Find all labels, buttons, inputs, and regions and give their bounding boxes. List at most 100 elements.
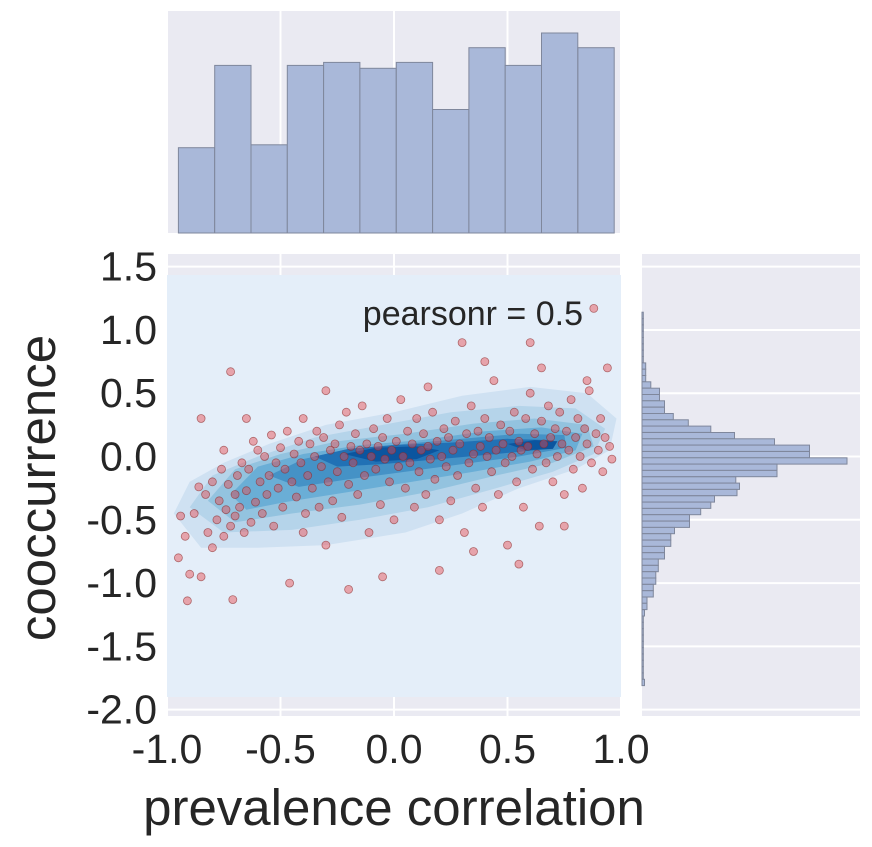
- scatter-point: [219, 531, 229, 541]
- scatter-point: [219, 445, 229, 455]
- right-histogram-bar: [641, 640, 644, 649]
- scatter-point: [369, 424, 379, 434]
- scatter-point: [582, 376, 592, 386]
- scatter-point: [582, 439, 592, 449]
- scatter-point: [516, 445, 526, 455]
- right-histogram-bar: [641, 406, 665, 415]
- right-histogram-bar: [641, 564, 659, 573]
- scatter-point: [430, 474, 440, 484]
- scatter-point: [237, 458, 247, 468]
- scatter-point: [230, 511, 240, 521]
- scatter-point: [266, 430, 276, 440]
- scatter-point: [457, 338, 467, 348]
- scatter-point: [423, 441, 433, 451]
- scatter-point: [344, 585, 354, 594]
- right-histogram-bar: [641, 482, 740, 490]
- scatter-point: [432, 436, 442, 446]
- right-histogram-bar: [641, 394, 660, 402]
- right-histogram-bar: [641, 571, 657, 579]
- right-histogram-bar: [641, 425, 712, 433]
- top-histogram-bar: [432, 109, 470, 234]
- scatter-point: [353, 490, 363, 499]
- right-histogram-bar: [641, 495, 715, 503]
- right-histogram-bar: [641, 634, 644, 642]
- scatter-point: [416, 445, 426, 455]
- scatter-point: [232, 471, 242, 480]
- scatter-point: [239, 528, 249, 537]
- scatter-point: [176, 511, 186, 521]
- scatter-point: [480, 357, 490, 367]
- y-tick-label: -2.0: [86, 687, 157, 733]
- scatter-point: [373, 441, 383, 451]
- scatter-point: [201, 490, 211, 499]
- scatter-point: [568, 464, 578, 474]
- scatter-point: [203, 528, 213, 537]
- scatter-point: [573, 414, 583, 423]
- scatter-point: [489, 376, 499, 386]
- scatter-point: [478, 502, 487, 512]
- scatter-point: [423, 382, 433, 392]
- scatter-point: [462, 429, 472, 439]
- right-histogram-bar: [641, 349, 644, 358]
- scatter-point: [562, 426, 571, 436]
- right-histogram-bar: [641, 577, 657, 585]
- scatter-point: [537, 416, 546, 426]
- right-histogram-bar: [641, 387, 660, 396]
- right-histogram-bar: [641, 356, 644, 364]
- top-histogram-bar: [395, 61, 434, 234]
- scatter-point: [487, 467, 497, 477]
- scatter-point: [464, 458, 474, 468]
- pearsonr-annotation: pearsonr = 0.5: [363, 295, 583, 333]
- scatter-point: [471, 483, 481, 493]
- scatter-point: [514, 559, 524, 569]
- x-tick-label: -0.5: [245, 726, 316, 772]
- scatter-point: [473, 426, 483, 436]
- scatter-point: [398, 452, 408, 461]
- top-histogram-bar: [214, 64, 252, 234]
- right-histogram-bar: [641, 545, 665, 554]
- scatter-point: [355, 445, 365, 455]
- right-histogram-bar: [641, 457, 848, 465]
- right-histogram-bar: [641, 463, 778, 471]
- scatter-point: [339, 452, 349, 461]
- scatter-point: [575, 452, 585, 461]
- scatter-point: [173, 553, 183, 563]
- scatter-point: [332, 467, 342, 477]
- scatter-point: [396, 395, 406, 405]
- scatter-point: [278, 502, 288, 512]
- scatter-point: [400, 483, 410, 493]
- scatter-point: [484, 433, 494, 442]
- scatter-point: [593, 445, 603, 455]
- scatter-point: [425, 454, 435, 464]
- scatter-point: [578, 483, 587, 493]
- scatter-point: [523, 441, 533, 451]
- scatter-point: [419, 429, 428, 439]
- right-histogram-bar: [641, 476, 737, 484]
- scatter-point: [493, 490, 503, 499]
- scatter-point: [591, 429, 601, 439]
- right-histogram-bar: [641, 381, 652, 389]
- top-histogram-bars: [177, 32, 615, 234]
- top-histogram-bar: [541, 32, 579, 234]
- scatter-point: [505, 426, 515, 436]
- scatter-point: [378, 433, 388, 442]
- right-histogram-bar: [641, 432, 735, 440]
- scatter-point: [269, 521, 279, 531]
- y-tick-label: -0.5: [86, 497, 157, 543]
- scatter-point: [600, 433, 610, 442]
- y-tick-label: -1.0: [86, 560, 157, 606]
- scatter-point: [391, 436, 401, 446]
- scatter-point: [553, 452, 562, 461]
- scatter-point: [596, 414, 605, 423]
- scatter-point: [603, 363, 612, 373]
- top-histogram-bar: [359, 67, 397, 234]
- right-histogram-bar: [641, 375, 647, 383]
- scatter-point: [262, 490, 272, 499]
- right-histogram-bar: [641, 628, 644, 636]
- scatter-point: [273, 483, 283, 493]
- scatter-point: [312, 426, 322, 436]
- scatter-point: [525, 338, 535, 348]
- scatter-point: [325, 445, 335, 455]
- scatter-point: [316, 462, 326, 472]
